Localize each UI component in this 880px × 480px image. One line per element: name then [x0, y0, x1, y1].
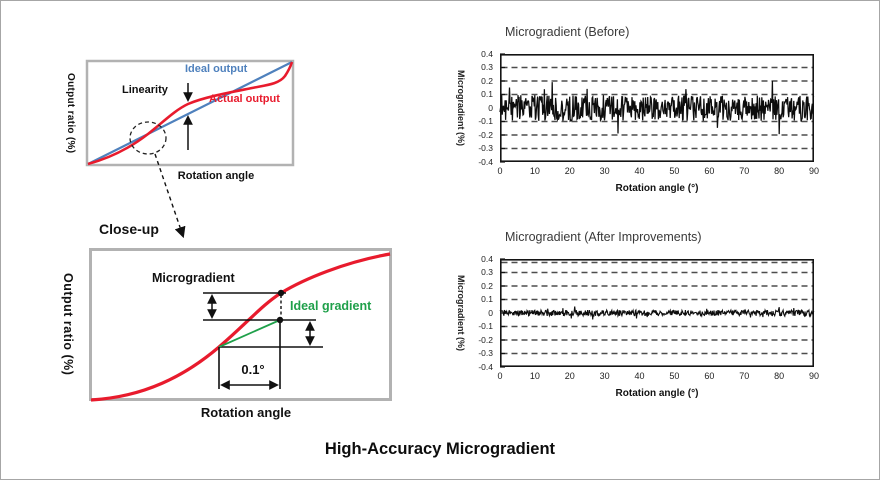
closeup-chart-y-axis-label: Output ratio (%) — [61, 273, 75, 376]
linearity-chart-x-axis-label: Rotation angle — [177, 170, 255, 182]
ideal-gradient-line — [218, 319, 281, 348]
y-tick-label: 0.4 — [481, 253, 493, 264]
x-tick-label: 60 — [704, 166, 715, 176]
microgradient-before-chart: Microgradient (Before) Microgradient (%)… — [441, 21, 841, 226]
after-chart-y-axis-title: Microgradient (%) — [456, 274, 466, 351]
y-tick-label: -0.4 — [478, 361, 493, 372]
x-tick-label: 80 — [774, 371, 785, 381]
y-tick-label: -0.3 — [478, 143, 493, 153]
x-tick-label: 10 — [529, 371, 540, 381]
noise-signal-line — [499, 306, 815, 320]
x-tick-label: 0 — [497, 371, 503, 381]
closeup-region-circle — [129, 121, 167, 155]
y-tick-label: 0.2 — [481, 280, 493, 291]
x-tick-label: 40 — [634, 371, 645, 381]
x-tick-label: 50 — [669, 371, 680, 381]
x-tick-label: 30 — [599, 371, 610, 381]
ideal-point-dot — [276, 316, 284, 324]
y-tick-label: 0.2 — [481, 75, 493, 86]
ideal-output-label: Ideal output — [185, 63, 248, 75]
y-tick-label: -0.1 — [478, 116, 493, 126]
linearity-annotation-label: Linearity — [122, 84, 168, 96]
x-tick-label: 90 — [808, 371, 819, 381]
angle-step-label: 0.1° — [241, 362, 265, 377]
closeup-heading: Close-up — [99, 221, 159, 237]
x-tick-label: 40 — [634, 166, 645, 176]
y-tick-label: -0.2 — [478, 129, 493, 140]
x-tick-labels: 0 10 20 30 40 50 60 70 80 90 — [497, 166, 819, 178]
figure-caption: High-Accuracy Microgradient — [324, 440, 556, 458]
y-tick-label: -0.1 — [478, 321, 493, 331]
y-tick-label: 0.1 — [481, 294, 493, 304]
linearity-chart-y-axis-label: Output ratio (%) — [65, 72, 76, 154]
y-tick-label: -0.2 — [478, 334, 493, 345]
curve-point-dot — [277, 289, 285, 297]
microgradient-annotation-label: Microgradient — [152, 271, 235, 285]
ideal-gradient-label: Ideal gradient — [290, 299, 372, 313]
x-tick-label: 0 — [497, 166, 503, 176]
y-tick-labels: 0.4 0.3 0.2 0.1 0 -0.1 -0.2 -0.3 -0.4 — [465, 49, 495, 167]
y-tick-label: 0 — [488, 102, 493, 113]
actual-output-curve — [87, 61, 294, 166]
y-tick-label: 0.3 — [481, 267, 493, 277]
after-chart-title: Microgradient (After Improvements) — [505, 230, 702, 244]
x-tick-label: 20 — [564, 371, 575, 381]
after-chart-x-axis-title: Rotation angle (°) — [615, 388, 699, 399]
y-tick-label: 0 — [488, 307, 493, 318]
y-tick-label: -0.3 — [478, 348, 493, 358]
x-tick-label: 60 — [704, 371, 715, 381]
closeup-connector-arrow — [154, 153, 186, 239]
before-chart-x-axis-title: Rotation angle (°) — [615, 183, 699, 194]
y-tick-label: 0.4 — [481, 48, 493, 59]
x-tick-label: 70 — [739, 371, 750, 381]
x-tick-label: 10 — [529, 166, 540, 176]
x-tick-label: 50 — [669, 166, 680, 176]
before-chart-y-axis-title: Microgradient (%) — [456, 69, 466, 146]
plot-svg — [499, 258, 815, 368]
closeup-chart-frame — [89, 248, 392, 401]
x-tick-label: 20 — [564, 166, 575, 176]
y-tick-label: 0.1 — [481, 89, 493, 99]
plot-svg — [499, 53, 815, 163]
y-tick-label: -0.4 — [478, 156, 493, 167]
noise-signal-line — [499, 80, 815, 135]
before-chart-title: Microgradient (Before) — [505, 25, 630, 39]
closeup-actual-output-curve — [90, 252, 391, 402]
microgradient-after-chart: Microgradient (After Improvements) Micro… — [441, 226, 841, 431]
x-tick-label: 70 — [739, 166, 750, 176]
x-tick-label: 80 — [774, 166, 785, 176]
y-tick-label: 0.3 — [481, 62, 493, 72]
x-tick-label: 90 — [808, 166, 819, 176]
closeup-chart-plot — [89, 248, 392, 402]
actual-output-label: Actual output — [209, 93, 280, 105]
x-tick-label: 30 — [599, 166, 610, 176]
closeup-chart-x-axis-label: Rotation angle — [200, 405, 292, 420]
x-tick-labels: 0 10 20 30 40 50 60 70 80 90 — [497, 371, 819, 383]
y-tick-labels: 0.4 0.3 0.2 0.1 0 -0.1 -0.2 -0.3 -0.4 — [465, 254, 495, 372]
ideal-output-line — [87, 61, 293, 165]
linearity-chart-plot — [85, 59, 295, 239]
